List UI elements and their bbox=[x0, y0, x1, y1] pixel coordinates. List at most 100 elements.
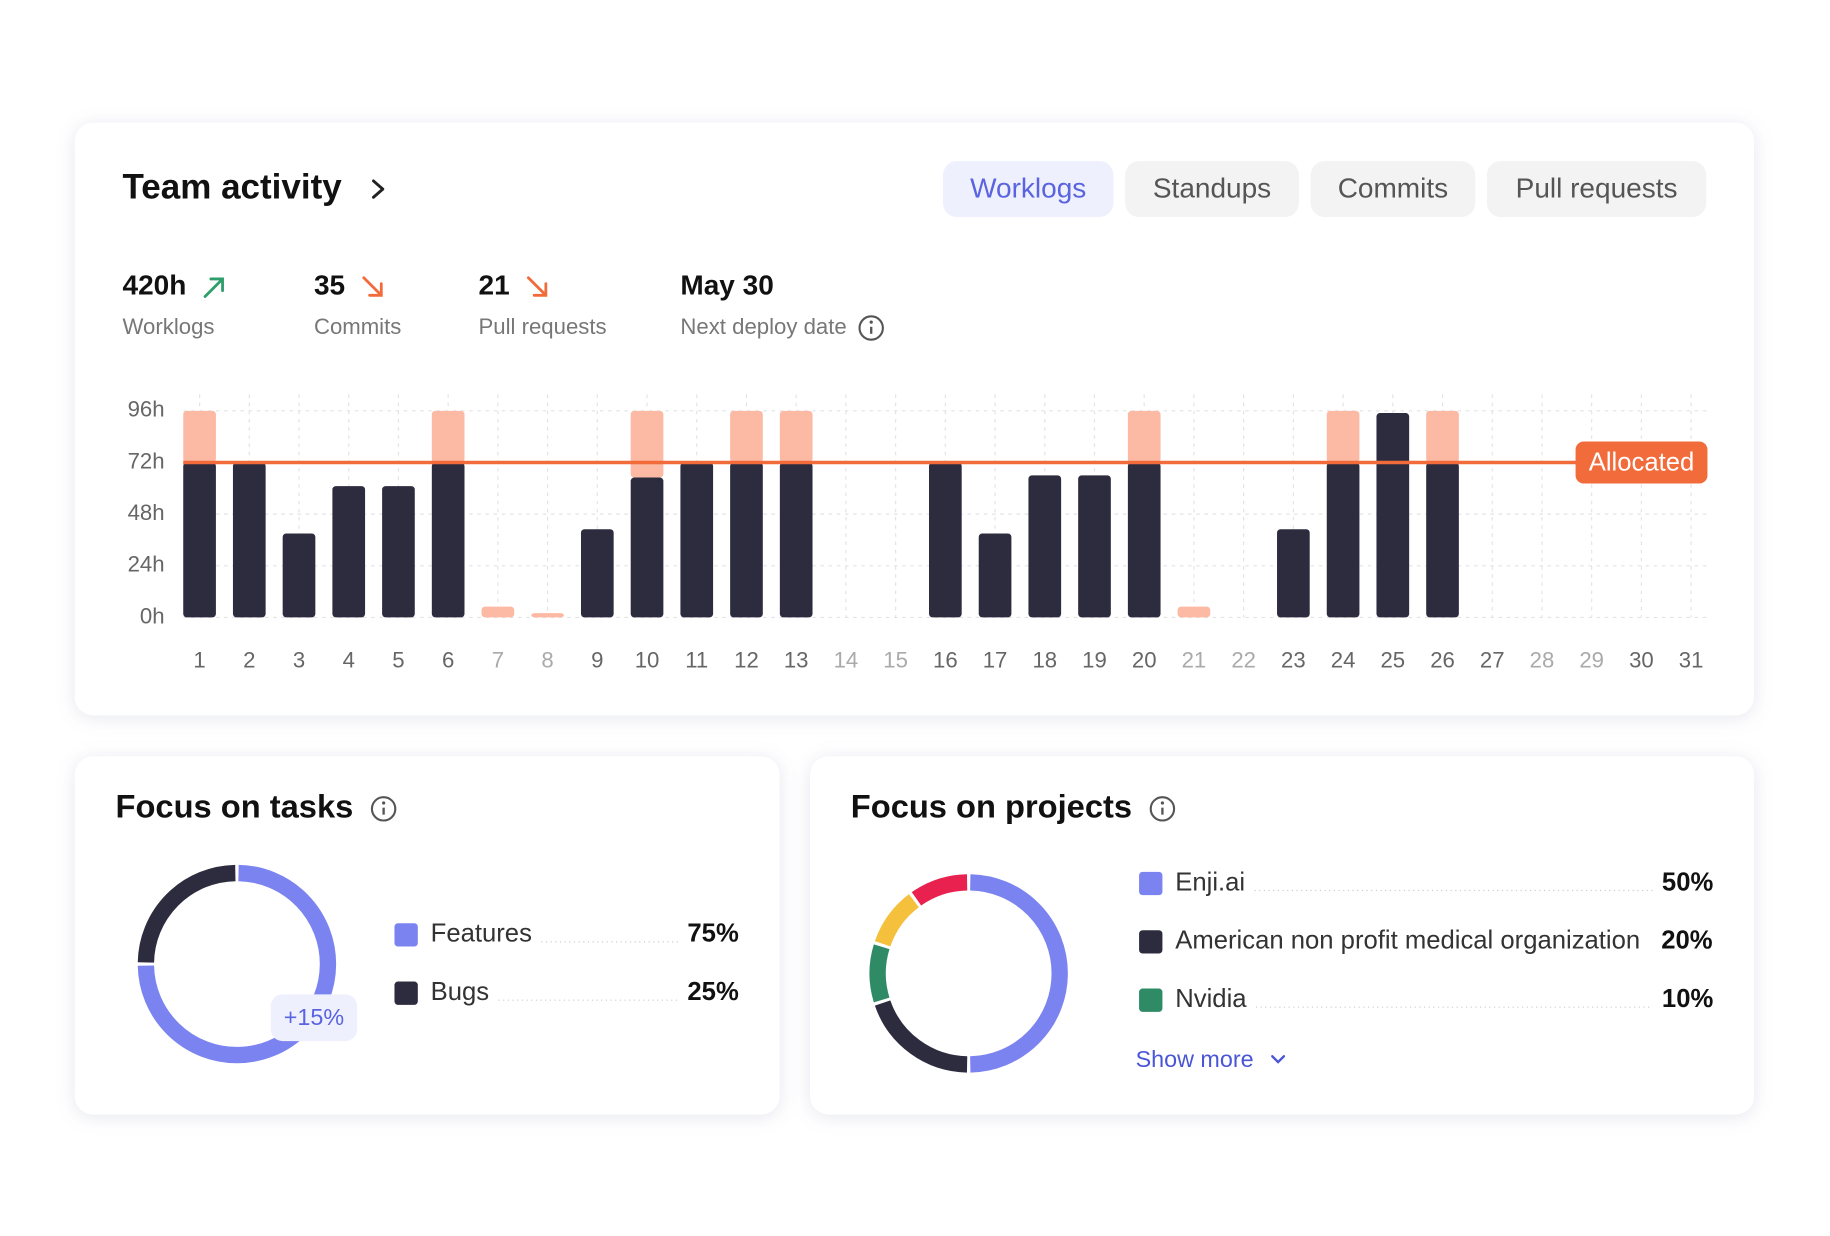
tab-label[interactable]: Pull requests bbox=[1516, 173, 1678, 204]
donut-segment bbox=[874, 894, 920, 947]
x-tick-label: 28 bbox=[1530, 648, 1555, 673]
show-more-chevron[interactable] bbox=[1271, 1055, 1286, 1064]
bar bbox=[978, 533, 1012, 618]
trend-arrow bbox=[203, 277, 224, 298]
x-tick-label: 1 bbox=[193, 648, 205, 673]
card-title: Team activity bbox=[123, 167, 343, 206]
x-tick-label: 19 bbox=[1082, 648, 1107, 673]
x-tick-label: 2 bbox=[243, 648, 255, 673]
tab-label[interactable]: Commits bbox=[1338, 173, 1448, 204]
bar-extra bbox=[1426, 410, 1459, 463]
bar-extra bbox=[531, 613, 564, 618]
bar bbox=[630, 477, 664, 618]
info-icon-dot bbox=[381, 801, 386, 805]
legend-swatch bbox=[394, 923, 418, 947]
stat-label: Commits bbox=[314, 314, 401, 339]
tasks-card bbox=[74, 756, 780, 1115]
x-tick-label: 29 bbox=[1579, 648, 1604, 673]
allocated-label: Allocated bbox=[1589, 448, 1695, 476]
tab[interactable] bbox=[1486, 161, 1707, 218]
legend-swatch bbox=[1139, 930, 1163, 954]
title-chevron[interactable] bbox=[372, 179, 385, 199]
y-tick-label: 48h bbox=[128, 500, 165, 525]
bar bbox=[680, 462, 714, 618]
bar bbox=[183, 462, 216, 618]
x-tick-label: 11 bbox=[685, 648, 708, 673]
show-more-link[interactable]: Show more bbox=[1136, 1046, 1254, 1072]
stat-label: Pull requests bbox=[479, 314, 607, 339]
tab-label[interactable]: Standups bbox=[1153, 173, 1271, 204]
tab[interactable] bbox=[943, 161, 1114, 218]
bar bbox=[1127, 462, 1161, 618]
change-badge-label: +15% bbox=[284, 1004, 344, 1030]
x-tick-label: 27 bbox=[1480, 648, 1505, 673]
bar bbox=[1028, 475, 1062, 618]
legend-swatch bbox=[1139, 988, 1163, 1012]
x-tick-label: 15 bbox=[883, 648, 908, 673]
panel-title: Focus on projects bbox=[851, 787, 1132, 824]
bar-extra bbox=[183, 410, 216, 463]
bar bbox=[282, 533, 316, 618]
change-badge bbox=[270, 994, 358, 1042]
bar bbox=[382, 486, 415, 618]
legend-label: American non profit medical organization bbox=[1175, 927, 1640, 955]
bar bbox=[1326, 462, 1360, 618]
x-tick-label: 5 bbox=[392, 648, 404, 673]
x-tick-label: 13 bbox=[784, 648, 809, 673]
bar bbox=[431, 462, 465, 618]
tab[interactable] bbox=[1125, 161, 1299, 218]
panel-title: Focus on tasks bbox=[116, 787, 354, 824]
y-tick-label: 0h bbox=[140, 603, 165, 628]
bar-extra bbox=[730, 410, 763, 463]
bar bbox=[1277, 529, 1310, 618]
x-tick-label: 20 bbox=[1132, 648, 1157, 673]
x-tick-label: 16 bbox=[933, 648, 958, 673]
x-tick-label: 26 bbox=[1430, 648, 1455, 673]
trend-arrow bbox=[526, 276, 548, 297]
x-tick-label: 23 bbox=[1281, 648, 1306, 673]
bar-extra bbox=[630, 410, 664, 478]
x-tick-label: 7 bbox=[492, 648, 504, 673]
x-tick-label: 6 bbox=[442, 648, 454, 673]
bar-extra bbox=[779, 410, 813, 463]
info-icon-dot bbox=[1160, 801, 1165, 805]
x-tick-label: 9 bbox=[591, 648, 603, 673]
x-tick-label: 14 bbox=[834, 648, 859, 673]
legend-label: Enji.ai bbox=[1175, 868, 1245, 896]
bar bbox=[1078, 475, 1111, 618]
info-icon[interactable] bbox=[858, 315, 884, 341]
tab[interactable] bbox=[1310, 161, 1476, 218]
tab-label[interactable]: Worklogs bbox=[970, 173, 1086, 204]
donut-segment bbox=[874, 1000, 968, 1073]
bar bbox=[580, 529, 614, 618]
x-tick-label: 4 bbox=[343, 648, 355, 673]
x-tick-label: 22 bbox=[1231, 648, 1256, 673]
bar bbox=[730, 462, 763, 618]
legend-label: Features bbox=[431, 920, 532, 948]
x-tick-label: 3 bbox=[293, 648, 305, 673]
stat-value: 420h bbox=[123, 270, 187, 301]
bar-extra bbox=[1177, 606, 1211, 618]
x-tick-label: 18 bbox=[1032, 648, 1057, 673]
legend-label: Bugs bbox=[431, 978, 489, 1006]
legend-value: 25% bbox=[687, 978, 739, 1006]
bar bbox=[929, 462, 962, 618]
x-tick-label: 8 bbox=[541, 648, 553, 673]
y-tick-label: 72h bbox=[128, 448, 165, 473]
stat-label: Worklogs bbox=[123, 314, 215, 339]
info-icon-dot bbox=[869, 320, 873, 324]
x-tick-label: 10 bbox=[635, 648, 660, 673]
x-tick-label: 25 bbox=[1380, 648, 1405, 673]
x-tick-label: 21 bbox=[1182, 648, 1207, 673]
donut-segment bbox=[970, 874, 1068, 1073]
info-icon[interactable] bbox=[1149, 796, 1176, 822]
legend-value: 75% bbox=[687, 920, 739, 948]
info-icon[interactable] bbox=[370, 796, 397, 822]
legend-swatch bbox=[394, 981, 418, 1005]
legend-value: 10% bbox=[1662, 985, 1714, 1013]
trend-arrow bbox=[362, 276, 383, 297]
bar bbox=[232, 462, 266, 618]
y-tick-label: 24h bbox=[128, 552, 165, 577]
